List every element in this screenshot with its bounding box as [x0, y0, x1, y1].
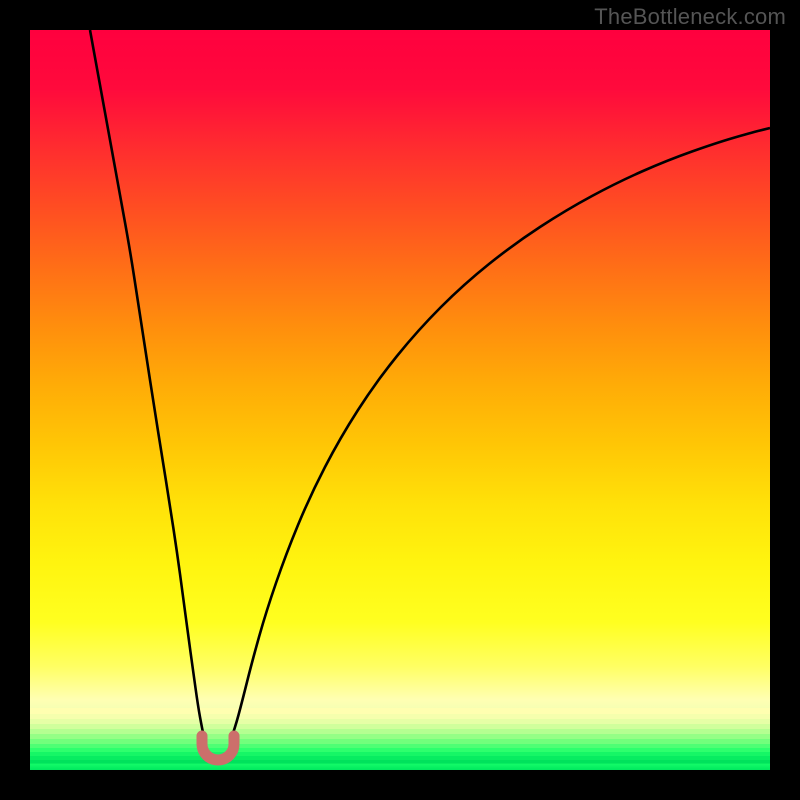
chart-frame: TheBottleneck.com [0, 0, 800, 800]
chart-background [30, 30, 770, 770]
bottom-color-bands [30, 708, 770, 764]
bottleneck-chart-svg [30, 30, 770, 770]
attribution-text: TheBottleneck.com [594, 4, 786, 30]
plot-area [30, 30, 770, 770]
